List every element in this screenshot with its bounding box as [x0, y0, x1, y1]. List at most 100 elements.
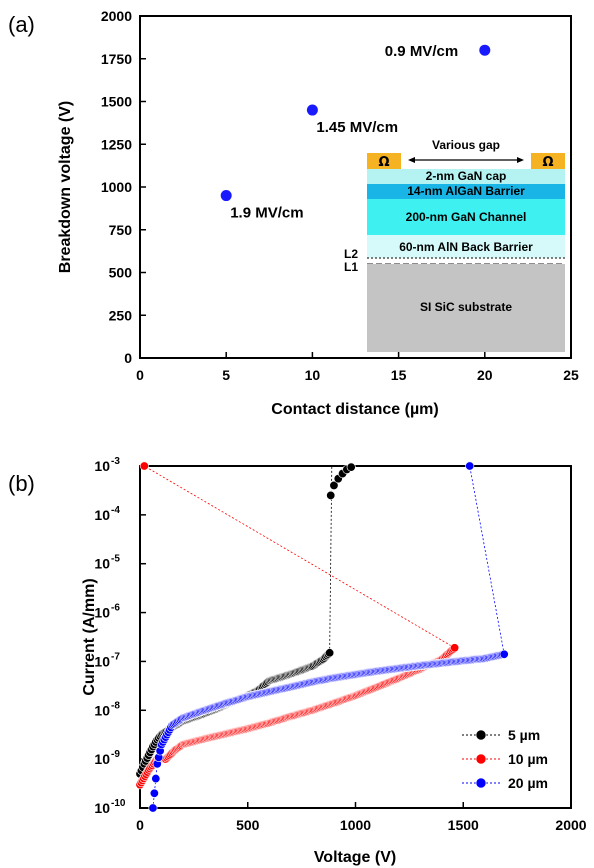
legend-label: 10 µm	[508, 751, 548, 767]
panel-a-x-ticks: 0 5 10 15 20 25	[136, 352, 579, 383]
y-tick-label: 10	[94, 458, 110, 474]
post-breakdown-point	[465, 461, 475, 471]
l2-label: L2	[344, 247, 358, 261]
y-tick-label: 750	[109, 222, 133, 238]
iv-data-point	[325, 648, 335, 658]
sic-substrate-label: SI SiC substrate	[420, 300, 512, 314]
panel-a: (a) 0 5 10 15 20 25 0 250 500 750 1000 1250 1500 175…	[8, 8, 579, 418]
post-breakdown-point	[346, 462, 356, 472]
breakdown-jump-line	[329, 465, 333, 653]
x-tick-label: 0	[136, 367, 144, 383]
panel-b-dotted-connectors	[139, 465, 505, 809]
aln-back-barrier-layer	[367, 235, 565, 258]
y-tick-label: 1250	[101, 136, 132, 152]
x-tick-label: 5	[222, 367, 230, 383]
post-breakdown-point	[139, 461, 149, 471]
y-tick-exponent: -9	[111, 749, 120, 760]
x-tick-label: 20	[477, 367, 493, 383]
breakdown-point	[479, 44, 491, 56]
x-tick-label: 15	[391, 367, 407, 383]
legend-label: 20 µm	[508, 775, 548, 791]
y-tick-exponent: -8	[111, 700, 120, 711]
y-tick-label: 10	[94, 556, 110, 572]
l1-label: L1	[344, 260, 358, 274]
panel-a-x-axis-label: Contact distance (µm)	[271, 401, 438, 418]
gan-cap-layer	[367, 169, 565, 184]
y-tick-label: 1000	[101, 179, 132, 195]
y-tick-label: 0	[124, 350, 132, 366]
x-tick-label: 500	[236, 817, 260, 833]
legend-label: 5 µm	[508, 727, 540, 743]
panel-a-y-axis-label: Breakdown voltage (V)	[57, 101, 74, 273]
breakdown-point	[220, 190, 232, 202]
gan-cap-label: 2-nm GaN cap	[426, 169, 507, 183]
iv-data-point	[499, 649, 509, 659]
y-tick-label: 10	[94, 605, 110, 621]
iv-data-point	[151, 774, 161, 784]
y-tick-exponent: -10	[111, 798, 126, 809]
y-tick-label: 10	[94, 702, 110, 718]
panel-b-data-series	[135, 461, 509, 813]
x-tick-label: 10	[305, 367, 321, 383]
legend-marker	[475, 777, 487, 789]
panel-a-y-ticks: 0 250 500 750 1000 1250 1500 1750 2000	[101, 8, 146, 366]
right-ohmic-contact	[531, 153, 565, 169]
field-annotation: 1.45 MV/cm	[316, 119, 398, 136]
y-tick-label: 2000	[101, 8, 132, 24]
y-tick-exponent: -3	[111, 456, 120, 467]
y-tick-label: 1500	[101, 94, 132, 110]
breakdown-jump-line	[469, 465, 505, 655]
post-breakdown-point	[326, 490, 336, 500]
panel-b-x-axis-label: Voltage (V)	[314, 849, 396, 866]
aln-back-barrier-label: 60-nm AlN Back Barrier	[399, 240, 533, 254]
panel-a-data-points: 1.9 MV/cm 1.45 MV/cm 0.9 MV/cm	[220, 43, 491, 222]
y-tick-label: 1750	[101, 51, 132, 67]
left-ohm-symbol: Ω	[378, 155, 389, 170]
y-tick-label: 10	[94, 751, 110, 767]
panel-b-x-ticks: 0 500 1000 1500 2000	[136, 802, 587, 833]
legend-marker	[475, 753, 487, 765]
y-tick-label: 500	[109, 265, 133, 281]
gan-channel-label: 200-nm GaN Channel	[406, 210, 527, 224]
y-tick-label: 250	[109, 307, 133, 323]
x-tick-label: 2000	[555, 817, 586, 833]
x-tick-label: 0	[136, 817, 144, 833]
device-structure-inset: 2-nm GaN cap 14-nm AlGaN Barrier 200-nm …	[344, 138, 565, 352]
gap-label: Various gap	[432, 138, 500, 152]
iv-data-point	[149, 788, 159, 798]
panel-a-label: (a)	[8, 12, 35, 37]
y-tick-label: 10	[94, 800, 110, 816]
left-ohmic-contact	[367, 153, 401, 169]
algan-barrier-label: 14-nm AlGaN Barrier	[407, 184, 525, 198]
panel-b-plot-frame	[139, 465, 572, 809]
x-tick-label: 1000	[340, 817, 371, 833]
iv-data-point	[148, 803, 158, 813]
y-tick-label: 10	[94, 507, 110, 523]
y-tick-exponent: -4	[111, 505, 120, 516]
y-tick-exponent: -6	[111, 603, 120, 614]
panel-b-label: (b)	[8, 471, 35, 496]
iv-data-point	[450, 643, 460, 653]
gap-arrow-left-head	[408, 157, 415, 163]
x-tick-label: 1500	[448, 817, 479, 833]
y-tick-exponent: -5	[111, 554, 120, 565]
panel-b-legend: 5 µm 10 µm 20 µm	[462, 727, 548, 791]
field-annotation: 0.9 MV/cm	[385, 43, 458, 60]
sic-substrate-layer	[367, 264, 565, 352]
post-breakdown-point	[329, 480, 339, 490]
right-ohm-symbol: Ω	[542, 155, 553, 170]
breakdown-jump-line	[144, 465, 455, 649]
y-tick-label: 10	[94, 653, 110, 669]
field-annotation: 1.9 MV/cm	[230, 205, 303, 222]
panel-b-y-axis-label: Current (A/mm)	[81, 578, 98, 695]
gan-channel-layer	[367, 199, 565, 235]
y-tick-exponent: -7	[111, 651, 120, 662]
gap-arrow-right-head	[517, 157, 524, 163]
legend-marker	[475, 729, 487, 741]
breakdown-point	[306, 104, 318, 116]
panel-b: (b) 0 500 1000 1500 2000 10-1010-910-810-710…	[8, 456, 587, 866]
algan-barrier-layer	[367, 184, 565, 199]
x-tick-label: 25	[563, 367, 579, 383]
